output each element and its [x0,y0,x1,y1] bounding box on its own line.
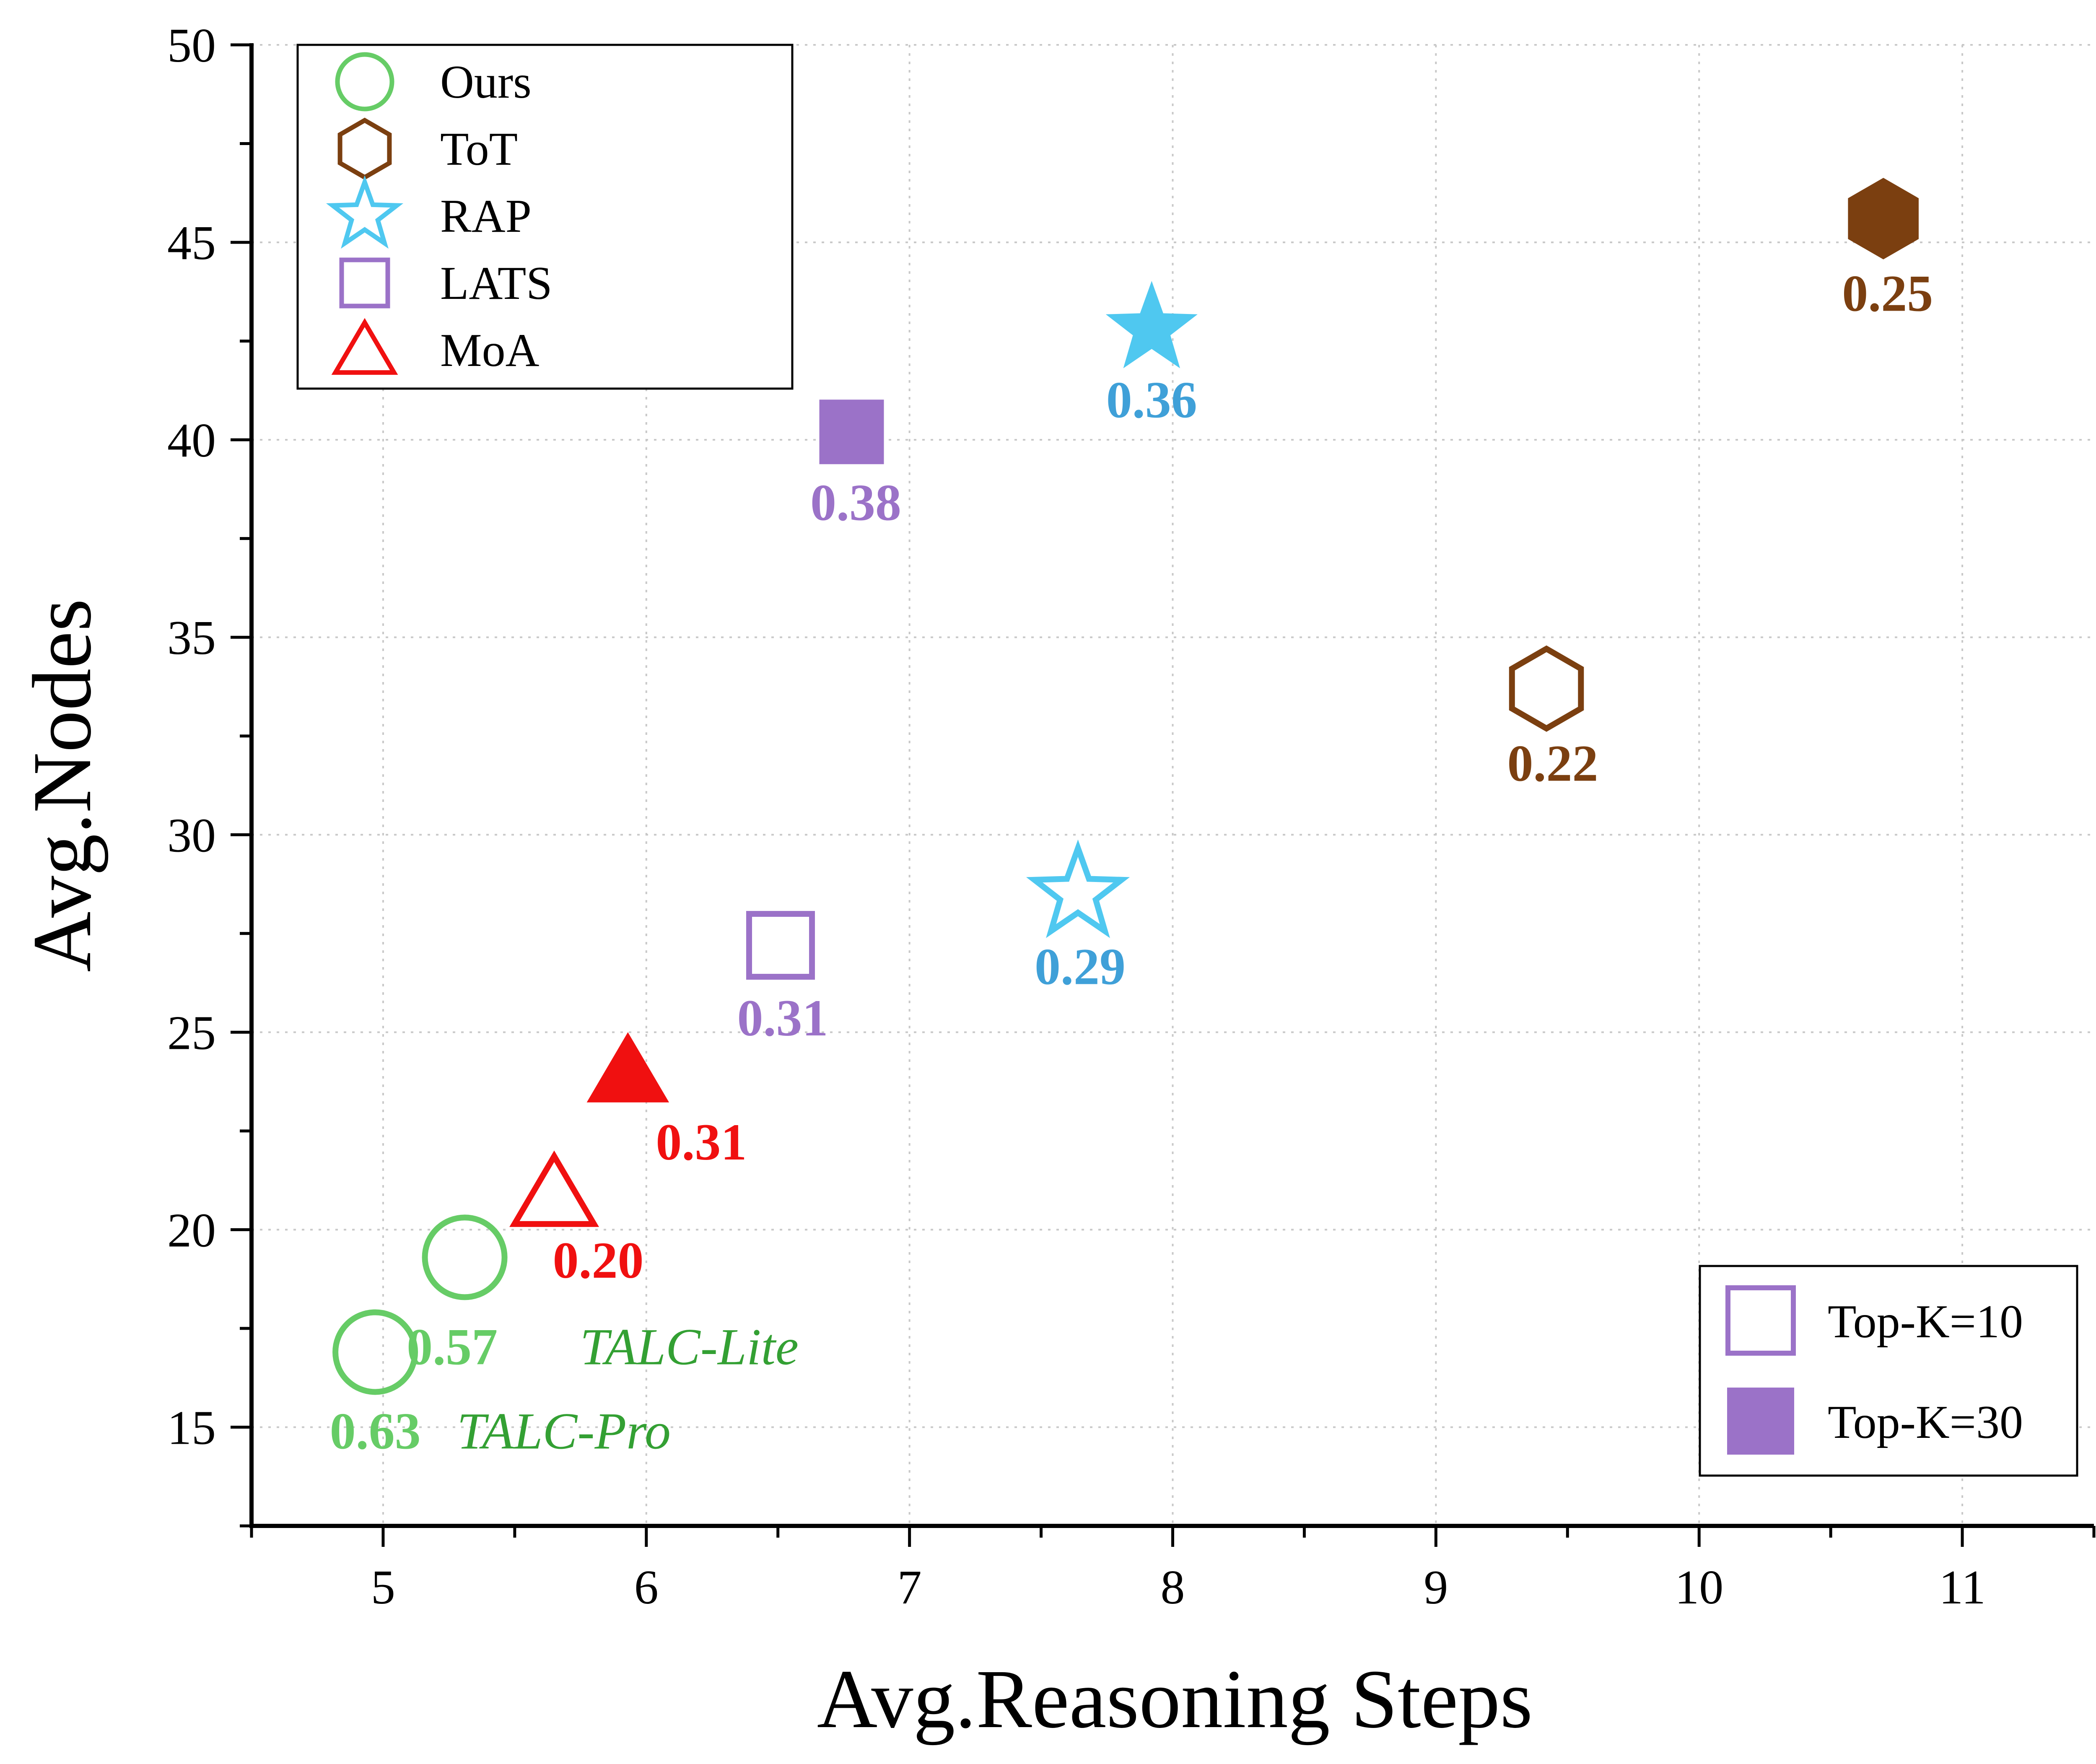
topk-legend-label: Top-K=30 [1828,1396,2023,1448]
topk-legend-label: Top-K=10 [1828,1296,2023,1348]
x-tick-label: 11 [1939,1561,1986,1614]
y-axis-title: Avg.Nodes [16,599,109,972]
filled-square-icon [1727,1388,1794,1455]
y-tick-label: 30 [167,809,216,862]
legend-item-lats: LATS [339,257,553,309]
tot-marker [1848,178,1919,259]
y-tick-label: 50 [167,19,216,73]
legend: Ours ToT RAP LATS MoA [296,44,794,390]
moa-legend-icon [331,318,398,375]
x-tick-label: 8 [1161,1561,1185,1614]
legend-label: MoA [440,324,540,376]
legend-label: Ours [440,56,532,108]
point-value-label: 0.38 [810,474,901,531]
point-moa-topk10: 0.20 [509,1150,644,1289]
ours-marker [332,1309,418,1395]
topk-legend: Top-K=10 Top-K=30 [1699,1265,2078,1477]
x-tick-label: 5 [371,1561,395,1614]
rap-marker [1026,839,1130,938]
topk-legend-item-filled: Top-K=30 [1727,1388,2023,1455]
point-value-label: 0.36 [1106,371,1197,428]
rap-marker [1105,281,1198,368]
rap-legend-icon [326,175,404,249]
legend-label: ToT [440,123,518,175]
y-tick-label: 20 [167,1204,216,1257]
y-tick-label: 15 [167,1401,216,1455]
x-tick-label: 6 [634,1561,659,1614]
tot-marker [1509,645,1584,732]
point-lats-topk10: 0.31 [737,911,828,1047]
ours-legend-icon [335,52,394,112]
legend-label: RAP [440,190,532,242]
legend-item-ours: Ours [335,52,532,112]
point-tot-topk10: 0.22 [1507,645,1598,792]
moa-marker [509,1150,599,1227]
y-tick-label: 45 [167,216,216,270]
moa-marker [586,1032,669,1102]
point-rap-topk30: 0.36 [1105,281,1198,428]
topk-legend-item-hollow: Top-K=10 [1725,1285,2023,1356]
point-ours-topk10: 0.63 TALC-Pro [330,1309,671,1460]
axes-layer: 5 6 7 8 9 10 11 15 20 25 30 35 40 45 50 Avg.Reasoning S… [16,19,2096,1746]
point-variant-tag: TALC-Lite [580,1318,799,1375]
lats-marker [819,399,884,464]
point-variant-tag: TALC-Pro [457,1402,671,1460]
point-value-label: 0.29 [1035,938,1126,996]
x-axis-title: Avg.Reasoning Steps [817,1653,1533,1746]
point-value-label: 0.31 [656,1113,747,1171]
legend-item-rap: RAP [326,175,532,249]
legend-label: LATS [440,257,553,309]
point-value-label: 0.25 [1842,265,1933,322]
points-layer: 0.63 TALC-Pro 0.57 TALC-Lite 0.20 0.31 0.31 0.3… [330,178,1933,1460]
point-lats-topk30: 0.38 [810,399,901,531]
hollow-square-icon [1725,1285,1796,1356]
x-tick-label: 7 [898,1561,922,1614]
y-tick-label: 40 [167,414,216,467]
point-value-label: 0.22 [1507,735,1598,792]
lats-marker [746,911,815,980]
y-tick-label: 35 [167,611,216,665]
point-rap-topk10: 0.29 [1026,839,1130,996]
x-tick-label: 10 [1675,1561,1723,1614]
point-value-label: 0.20 [553,1232,644,1289]
point-value-label: 0.31 [737,989,828,1047]
lats-legend-icon [339,257,390,309]
y-tick-label: 25 [167,1006,216,1060]
point-ours-topk10: 0.57 TALC-Lite [407,1214,799,1375]
ours-marker [422,1214,508,1300]
point-value-label: 0.57 [407,1318,498,1375]
point-tot-topk30: 0.25 [1842,178,1933,322]
point-value-label: 0.63 [330,1402,421,1460]
legend-item-moa: MoA [331,318,540,376]
x-tick-label: 9 [1424,1561,1448,1614]
point-moa-topk30: 0.31 [586,1032,747,1171]
